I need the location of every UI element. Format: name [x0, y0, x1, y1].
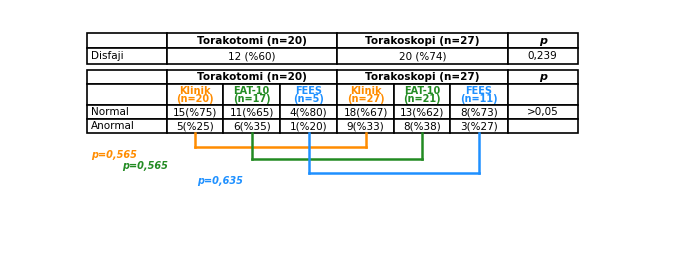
FancyBboxPatch shape [508, 33, 577, 48]
Text: p=0,565: p=0,565 [91, 150, 137, 160]
Text: 5(%25): 5(%25) [176, 121, 214, 131]
Text: 12 (%60): 12 (%60) [228, 51, 276, 61]
FancyBboxPatch shape [337, 119, 394, 133]
Text: (n=21): (n=21) [403, 94, 441, 104]
FancyBboxPatch shape [87, 84, 167, 105]
FancyBboxPatch shape [167, 84, 223, 105]
Text: 20 (%74): 20 (%74) [399, 51, 446, 61]
FancyBboxPatch shape [87, 70, 167, 84]
FancyBboxPatch shape [508, 84, 577, 105]
FancyBboxPatch shape [450, 105, 508, 119]
Text: 6(%35): 6(%35) [233, 121, 271, 131]
FancyBboxPatch shape [223, 105, 280, 119]
FancyBboxPatch shape [87, 105, 167, 119]
FancyBboxPatch shape [87, 119, 167, 133]
FancyBboxPatch shape [167, 119, 223, 133]
FancyBboxPatch shape [450, 119, 508, 133]
FancyBboxPatch shape [167, 105, 223, 119]
FancyBboxPatch shape [337, 84, 394, 105]
Text: Klinik: Klinik [350, 86, 381, 96]
FancyBboxPatch shape [167, 33, 337, 48]
Text: 0,239: 0,239 [528, 51, 558, 61]
Text: Normal: Normal [91, 107, 129, 117]
Text: 18(%67): 18(%67) [343, 107, 388, 117]
Text: 3(%27): 3(%27) [460, 121, 498, 131]
FancyBboxPatch shape [337, 105, 394, 119]
Text: FEES: FEES [466, 86, 493, 96]
Text: EAT-10: EAT-10 [404, 86, 440, 96]
FancyBboxPatch shape [167, 48, 337, 64]
FancyBboxPatch shape [280, 119, 337, 133]
Text: 13(%62): 13(%62) [400, 107, 444, 117]
Text: 9(%33): 9(%33) [347, 121, 385, 131]
FancyBboxPatch shape [337, 33, 508, 48]
Text: Torakoskopi (n=27): Torakoskopi (n=27) [366, 36, 480, 46]
Text: 8(%38): 8(%38) [403, 121, 441, 131]
FancyBboxPatch shape [223, 119, 280, 133]
FancyBboxPatch shape [167, 70, 337, 84]
Text: Torakoskopi (n=27): Torakoskopi (n=27) [366, 72, 480, 82]
FancyBboxPatch shape [280, 105, 337, 119]
Text: 11(%65): 11(%65) [230, 107, 274, 117]
FancyBboxPatch shape [394, 119, 450, 133]
Text: (n=17): (n=17) [233, 94, 270, 104]
FancyBboxPatch shape [87, 48, 167, 64]
FancyBboxPatch shape [508, 70, 577, 84]
FancyBboxPatch shape [394, 105, 450, 119]
FancyBboxPatch shape [508, 119, 577, 133]
Text: 1(%20): 1(%20) [290, 121, 328, 131]
Text: (n=20): (n=20) [176, 94, 214, 104]
Text: Torakotomi (n=20): Torakotomi (n=20) [197, 36, 307, 46]
Text: Klinik: Klinik [179, 86, 211, 96]
FancyBboxPatch shape [337, 70, 508, 84]
Text: (n=11): (n=11) [460, 94, 498, 104]
FancyBboxPatch shape [508, 48, 577, 64]
Text: Anormal: Anormal [91, 121, 135, 131]
Text: 8(%73): 8(%73) [460, 107, 498, 117]
Text: (n=5): (n=5) [293, 94, 324, 104]
Text: 4(%80): 4(%80) [290, 107, 328, 117]
Text: (n=27): (n=27) [347, 94, 385, 104]
FancyBboxPatch shape [337, 48, 508, 64]
Text: p=0,635: p=0,635 [197, 176, 243, 186]
Text: p: p [539, 36, 546, 46]
FancyBboxPatch shape [87, 33, 167, 48]
FancyBboxPatch shape [280, 84, 337, 105]
Text: >0,05: >0,05 [527, 107, 559, 117]
FancyBboxPatch shape [450, 84, 508, 105]
Text: p: p [539, 72, 546, 82]
Text: p=0,565: p=0,565 [122, 161, 168, 171]
FancyBboxPatch shape [223, 84, 280, 105]
Text: EAT-10: EAT-10 [234, 86, 269, 96]
Text: Disfaji: Disfaji [91, 51, 123, 61]
Text: Torakotomi (n=20): Torakotomi (n=20) [197, 72, 307, 82]
Text: FEES: FEES [295, 86, 322, 96]
Text: 15(%75): 15(%75) [173, 107, 217, 117]
FancyBboxPatch shape [508, 105, 577, 119]
FancyBboxPatch shape [394, 84, 450, 105]
